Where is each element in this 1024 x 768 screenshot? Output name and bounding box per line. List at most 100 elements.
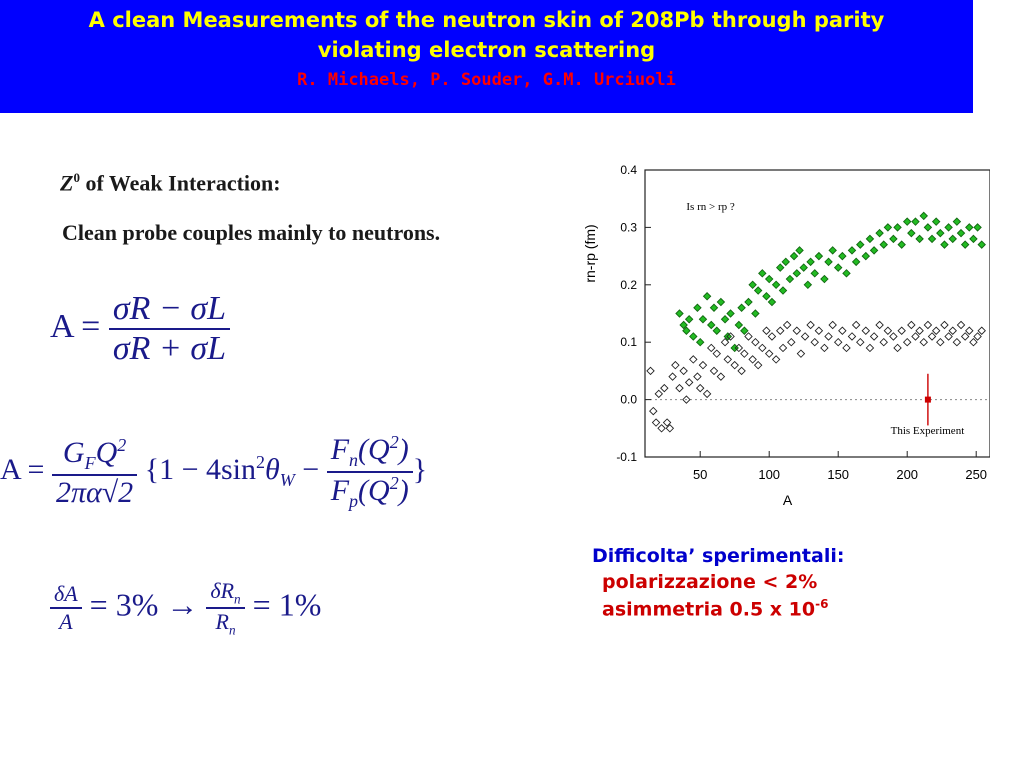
- difficulties-heading: Difficolta’ sperimentali:: [592, 545, 845, 567]
- data-point: [833, 337, 843, 347]
- data-point: [824, 332, 833, 341]
- data-point: [919, 211, 928, 221]
- data-point: [833, 263, 843, 272]
- data-point: [842, 343, 851, 353]
- data-point: [824, 257, 833, 267]
- experiment-point: [924, 373, 931, 426]
- data-point: [965, 223, 974, 232]
- y-tick-label: 0.3: [620, 220, 637, 234]
- data-point: [684, 315, 694, 324]
- data-point: [776, 326, 785, 335]
- data-point: [847, 246, 857, 255]
- data-point: [820, 274, 829, 284]
- asymmetry-theory-formula: A = GFQ2 2πα√2 {1 − 4sin2θW − Fn(Q2) Fp(Q2…: [0, 432, 428, 511]
- x-tick-label: 150: [827, 467, 849, 482]
- data-point: [956, 320, 966, 330]
- data-point: [969, 337, 978, 347]
- data-point: [969, 234, 978, 244]
- data-point: [796, 349, 806, 358]
- data-point: [751, 337, 760, 347]
- data-point: [720, 315, 730, 324]
- annotation-question: Is rn > rp ?: [686, 201, 734, 213]
- data-point: [720, 337, 730, 347]
- data-point: [764, 274, 774, 284]
- data-point: [726, 332, 735, 341]
- data-point: [702, 292, 712, 301]
- data-point: [806, 320, 815, 330]
- weak-interaction-text: of Weak Interaction:: [79, 170, 281, 196]
- data-point: [707, 343, 716, 353]
- asymmetry-fraction: σR − σL σR + σL: [108, 290, 231, 368]
- data-point: [803, 280, 813, 290]
- data-point: [792, 269, 802, 278]
- data-point: [649, 406, 658, 416]
- data-point: [799, 263, 808, 272]
- data-point: [657, 424, 666, 433]
- y-tick-label: 0.2: [620, 278, 637, 292]
- data-point: [646, 366, 655, 376]
- authors: R. Michaels, P. Souder, G.M. Urciuoli: [297, 70, 676, 90]
- x-tick-labels: 50 100 150 200 250: [693, 467, 987, 482]
- data-point: [847, 332, 857, 341]
- data-point: [940, 240, 949, 249]
- x-tick-label: 100: [758, 467, 780, 482]
- data-point: [689, 355, 698, 364]
- data-point: [810, 337, 819, 347]
- data-point: [748, 355, 757, 364]
- data-point: [730, 360, 739, 370]
- data-point: [778, 286, 788, 295]
- data-point: [960, 240, 970, 249]
- asymmetry-definition-formula: A = σR − σL σR + σL: [50, 290, 231, 368]
- data-point: [702, 389, 712, 399]
- data-point: [838, 251, 847, 261]
- data-point: [842, 269, 851, 278]
- data-point: [758, 269, 767, 278]
- fraction-numerator: σR − σL: [108, 290, 231, 330]
- data-point: [861, 326, 871, 335]
- data-point: [889, 234, 898, 244]
- data-point: [734, 343, 744, 353]
- data-point: [716, 297, 726, 307]
- data-point: [693, 372, 702, 381]
- data-point: [675, 309, 684, 318]
- data-point: [893, 223, 902, 232]
- data-point: [865, 343, 875, 353]
- data-point: [695, 383, 705, 393]
- data-point: [689, 332, 698, 341]
- data-point: [778, 343, 788, 353]
- data-point: [883, 223, 893, 232]
- data-point: [902, 337, 912, 347]
- data-point: [861, 251, 871, 261]
- data-point: [977, 240, 986, 249]
- data-point: [792, 326, 802, 335]
- data-point: [758, 343, 767, 353]
- data-point: [931, 326, 941, 335]
- chart-axes: [644, 169, 990, 458]
- data-point: [726, 309, 735, 318]
- data-point: [712, 349, 721, 358]
- data-point: [753, 360, 763, 370]
- data-point: [875, 320, 884, 330]
- data-point: [907, 228, 916, 238]
- data-point: [723, 355, 733, 364]
- data-point: [782, 320, 792, 330]
- series-black: [646, 320, 986, 433]
- data-point: [740, 326, 749, 335]
- data-point: [698, 360, 708, 370]
- data-point: [800, 332, 810, 341]
- data-point: [911, 332, 920, 341]
- data-point: [915, 234, 924, 244]
- data-point: [723, 332, 733, 341]
- data-point: [716, 372, 726, 381]
- clean-probe-text: Clean probe couples mainly to neutrons.: [62, 220, 441, 245]
- data-point: [936, 337, 945, 347]
- data-point: [695, 337, 705, 347]
- data-point: [668, 372, 677, 381]
- y-tick-labels: -0.1 0.0 0.1 0.2 0.3 0.4: [616, 163, 637, 464]
- data-point: [767, 297, 777, 307]
- data-point: [828, 246, 837, 255]
- data-point: [814, 251, 824, 261]
- data-point: [682, 326, 691, 335]
- data-point: [785, 274, 795, 284]
- data-point: [948, 234, 957, 244]
